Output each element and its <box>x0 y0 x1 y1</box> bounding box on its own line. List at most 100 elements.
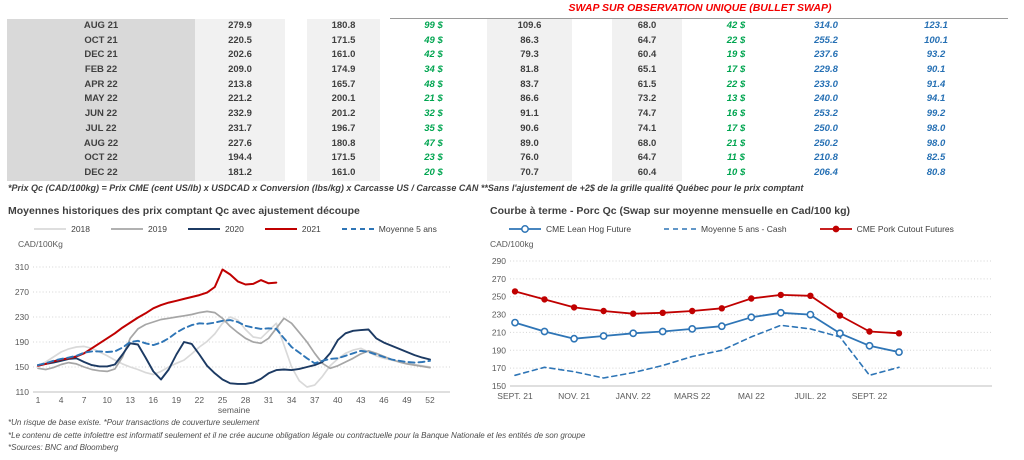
table-cell: 123.1 <box>924 20 948 31</box>
table-cell: 250.2 <box>814 137 838 149</box>
table-cell: 209.0 <box>195 63 285 78</box>
table-cell: AUG 21 <box>7 19 195 34</box>
table-cell: 314.0 <box>814 20 838 31</box>
table-gutter <box>285 19 307 34</box>
svg-text:43: 43 <box>356 395 366 405</box>
table-cell: 201.2 <box>307 107 380 122</box>
svg-text:170: 170 <box>492 363 506 373</box>
svg-text:NOV. 21: NOV. 21 <box>558 391 590 401</box>
svg-text:250: 250 <box>492 292 506 302</box>
table-cell: 99.2 <box>926 108 946 120</box>
table-cell: 279.9 <box>195 19 285 34</box>
table-cell: 17 $ <box>726 64 746 76</box>
table-cell: APR 22 <box>7 77 195 93</box>
table-cell: 213.8 <box>195 77 285 93</box>
table-cell: 79.3 <box>487 48 572 64</box>
historical-chart-y-axis-label: CAD/100Kg <box>18 239 63 249</box>
svg-text:13: 13 <box>126 395 136 405</box>
legend-item: 2021 <box>264 224 321 234</box>
table-cell: 200.1 <box>307 92 380 108</box>
forward-curve-chart-legend: CME Lean Hog Future Moyenne 5 ans - Cash C… <box>508 223 1022 235</box>
table-gutter <box>572 48 612 64</box>
table-row: AUG 22 227.6 180.8 47 $ 89.0 68.0 21 $ 250.2 98.… <box>7 136 1010 152</box>
table-cell: 83.7 <box>487 77 572 93</box>
table-cell: 94.1 <box>926 93 946 105</box>
table-cell: OCT 22 <box>7 151 195 166</box>
table-cell: 98.0 <box>926 122 946 134</box>
svg-text:7: 7 <box>82 395 87 405</box>
footer-line: *Le contenu de cette infolettre est info… <box>8 430 586 440</box>
svg-text:19: 19 <box>172 395 182 405</box>
table-cell: 80.8 <box>926 166 946 178</box>
table-cell: 196.7 <box>307 121 380 137</box>
legend-label: 2021 <box>301 224 321 234</box>
table-cell: 232.9 <box>195 107 285 122</box>
table-cell: 250.0 <box>814 122 838 134</box>
svg-text:210: 210 <box>492 327 506 337</box>
table-cell: 21 $ <box>424 93 443 105</box>
table-cell: 64.7 <box>612 151 682 166</box>
legend-swatch-icon <box>341 228 374 230</box>
table-cell: AUG 22 <box>7 136 195 152</box>
legend-item: 2019 <box>110 224 167 234</box>
table-cell: MAY 22 <box>7 92 195 108</box>
table-gutter <box>572 33 612 49</box>
table-cell: 74.7 <box>612 107 682 122</box>
table-row: JUN 22 232.9 201.2 32 $ 91.1 74.7 16 $ 253.2 99.… <box>7 107 1010 122</box>
legend-item: 2020 <box>187 224 244 234</box>
legend-label: CME Lean Hog Future <box>546 224 632 234</box>
table-cell: 86.3 <box>487 33 572 49</box>
table-cell: 16 $ <box>726 108 746 120</box>
table-gutter <box>285 165 307 181</box>
table-cell: 233.0 <box>814 78 838 90</box>
legend-item: 2018 <box>33 224 90 234</box>
legend-swatch-icon <box>509 225 541 233</box>
legend-swatch-icon <box>664 228 697 230</box>
table-cell: 210.8 <box>814 152 838 164</box>
table-footnote: *Prix Qc (CAD/100kg) = Prix CME (cent US… <box>8 183 804 193</box>
table-cell: 89.0 <box>487 136 572 152</box>
table-gutter <box>285 136 307 152</box>
table-gutter <box>285 92 307 108</box>
table-cell: 22 $ <box>726 34 746 46</box>
table-cell: 220.5 <box>195 33 285 49</box>
table-cell: 231.7 <box>195 121 285 137</box>
table-cell: 73.2 <box>612 92 682 108</box>
table-gutter <box>572 151 612 166</box>
table-cell: 86.6 <box>487 92 572 108</box>
historical-chart-legend: 2018 2019 2020 2021 Moyenne 5 ans <box>0 223 470 235</box>
table-cell: 255.2 <box>814 34 838 46</box>
table-cell: 81.8 <box>487 63 572 78</box>
table-cell: 35 $ <box>424 122 443 134</box>
svg-text:34: 34 <box>287 395 297 405</box>
table-cell: JUN 22 <box>7 107 195 122</box>
svg-text:150: 150 <box>15 362 29 372</box>
table-cell: 161.0 <box>307 48 380 64</box>
legend-item: CME Pork Cutout Futures <box>819 224 954 234</box>
table-cell: 171.5 <box>307 33 380 49</box>
svg-text:46: 46 <box>379 395 389 405</box>
table-cell: 237.6 <box>814 49 838 61</box>
table-cell: 32 $ <box>424 108 443 120</box>
header-rule <box>390 18 1008 19</box>
table-cell: 65.1 <box>612 63 682 78</box>
svg-text:190: 190 <box>15 337 29 347</box>
table-cell: JUL 22 <box>7 121 195 137</box>
forward-curve-line-chart: 150 170 190 210 230 250 270 290 SEPT. 21 NOV. 21 J… <box>492 256 992 401</box>
table-cell: 82.5 <box>926 152 946 164</box>
legend-swatch-icon <box>264 228 297 230</box>
legend-label: 2019 <box>148 224 167 234</box>
table-gutter <box>285 77 307 93</box>
svg-text:SEPT. 22: SEPT. 22 <box>852 391 888 401</box>
disclaimer-footer: *Un risque de base existe. *Pour transac… <box>8 417 1018 455</box>
table-row: APR 22 213.8 165.7 48 $ 83.7 61.5 22 $ 233.0 91.… <box>7 77 1010 93</box>
historical-prices-chart: Moyennes historiques des prix comptant Q… <box>0 205 470 419</box>
legend-item: CME Lean Hog Future <box>508 224 631 234</box>
table-row: OCT 22 194.4 171.5 23 $ 76.0 64.7 11 $ 210.8 82.… <box>7 151 1010 166</box>
svg-text:1: 1 <box>36 395 41 405</box>
svg-text:16: 16 <box>149 395 159 405</box>
historical-line-chart: 110 150 190 230 270 310 1 4 7 10 13 16 19 22 25 28 31 34 3… <box>15 262 450 415</box>
svg-text:150: 150 <box>492 381 506 391</box>
svg-text:28: 28 <box>241 395 251 405</box>
svg-text:40: 40 <box>333 395 343 405</box>
